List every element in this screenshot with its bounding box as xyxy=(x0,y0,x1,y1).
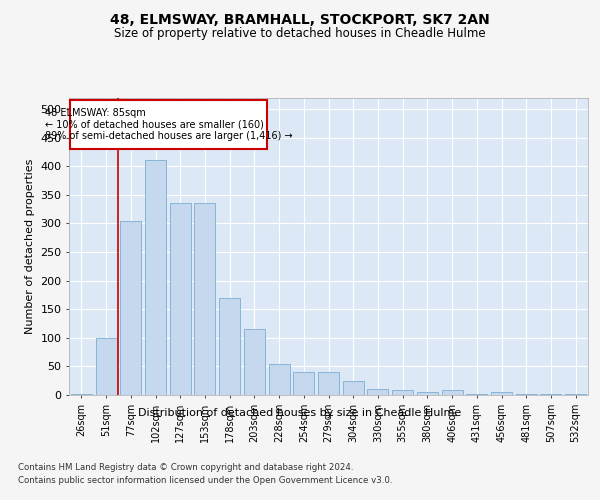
Bar xyxy=(417,392,438,395)
Bar xyxy=(466,394,487,395)
Bar xyxy=(293,372,314,395)
Bar xyxy=(541,394,562,395)
Text: 48 ELMSWAY: 85sqm
← 10% of detached houses are smaller (160)
89% of semi-detache: 48 ELMSWAY: 85sqm ← 10% of detached hous… xyxy=(44,108,292,141)
Text: Contains HM Land Registry data © Crown copyright and database right 2024.: Contains HM Land Registry data © Crown c… xyxy=(18,462,353,471)
Bar xyxy=(343,380,364,395)
Bar xyxy=(269,364,290,395)
Bar xyxy=(318,372,339,395)
Bar xyxy=(367,390,388,395)
Bar xyxy=(565,394,586,395)
Bar xyxy=(442,390,463,395)
Text: 48, ELMSWAY, BRAMHALL, STOCKPORT, SK7 2AN: 48, ELMSWAY, BRAMHALL, STOCKPORT, SK7 2A… xyxy=(110,12,490,26)
Bar xyxy=(244,329,265,395)
FancyBboxPatch shape xyxy=(70,100,267,149)
Bar xyxy=(516,394,537,395)
Bar xyxy=(95,338,116,395)
Bar xyxy=(392,390,413,395)
Text: Contains public sector information licensed under the Open Government Licence v3: Contains public sector information licen… xyxy=(18,476,392,485)
Bar xyxy=(491,392,512,395)
Bar xyxy=(219,298,240,395)
Bar xyxy=(145,160,166,395)
Bar xyxy=(170,204,191,395)
Bar xyxy=(194,204,215,395)
Bar xyxy=(120,220,141,395)
Text: Size of property relative to detached houses in Cheadle Hulme: Size of property relative to detached ho… xyxy=(114,28,486,40)
Y-axis label: Number of detached properties: Number of detached properties xyxy=(25,158,35,334)
Text: Distribution of detached houses by size in Cheadle Hulme: Distribution of detached houses by size … xyxy=(139,408,461,418)
Bar xyxy=(71,394,92,395)
